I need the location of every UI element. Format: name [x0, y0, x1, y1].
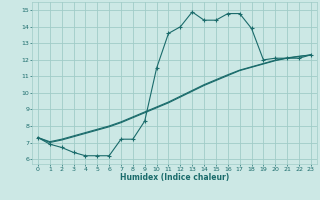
X-axis label: Humidex (Indice chaleur): Humidex (Indice chaleur)	[120, 173, 229, 182]
